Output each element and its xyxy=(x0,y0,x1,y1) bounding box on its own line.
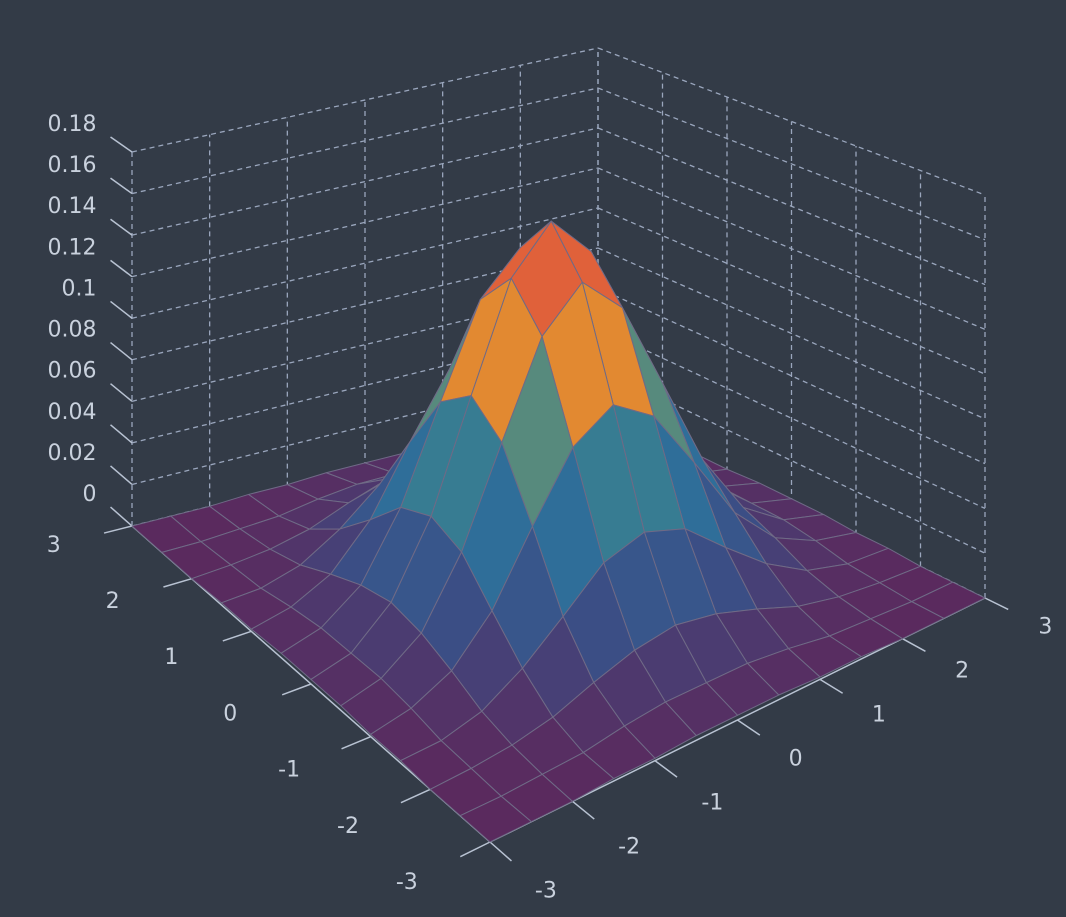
x-tick xyxy=(902,638,926,652)
z-tick-label: 0 xyxy=(83,482,97,507)
x-tick-label: -3 xyxy=(535,878,557,903)
z-tick-label: 0.18 xyxy=(48,112,97,137)
x-tick xyxy=(572,800,595,820)
x-tick-label: -2 xyxy=(618,834,640,859)
y-tick xyxy=(341,735,371,750)
x-tick xyxy=(984,597,1009,611)
y-tick xyxy=(281,683,312,696)
z-tick xyxy=(110,424,133,444)
y-tick-label: 0 xyxy=(223,701,237,726)
surface-cell xyxy=(459,795,532,843)
y-tick xyxy=(103,525,133,534)
z-tick xyxy=(110,259,133,278)
z-tick-label: 0.1 xyxy=(62,276,97,301)
x-tick-label: 0 xyxy=(789,746,803,771)
z-tick-label: 0.08 xyxy=(48,318,97,343)
x-tick-label: 2 xyxy=(955,659,969,684)
z-tick xyxy=(110,177,133,195)
y-tick xyxy=(163,577,192,588)
y-tick-label: 3 xyxy=(47,533,61,558)
y-tick xyxy=(459,841,491,858)
z-tick-label: 0.04 xyxy=(48,400,97,425)
y-tick-label: 1 xyxy=(164,645,178,670)
y-tick-label: -2 xyxy=(337,814,359,839)
x-tick-label: 3 xyxy=(1038,615,1052,640)
z-tick xyxy=(110,506,133,527)
z-tick xyxy=(110,383,133,402)
grid-line xyxy=(131,47,599,153)
y-tick-label: -3 xyxy=(396,870,418,895)
z-tick xyxy=(110,136,133,153)
x-tick xyxy=(654,760,678,778)
x-tick xyxy=(819,678,844,694)
z-tick xyxy=(110,465,133,486)
y-tick-label: -1 xyxy=(278,758,300,783)
z-tick xyxy=(110,218,133,236)
grid-line xyxy=(597,287,986,465)
x-tick-label: -1 xyxy=(701,790,723,815)
y-tick xyxy=(222,630,252,642)
y-tick xyxy=(400,788,431,804)
grid-line xyxy=(597,327,986,510)
grid-line xyxy=(597,127,986,286)
z-tick-label: 0.12 xyxy=(48,235,97,260)
x-tick xyxy=(489,841,512,862)
grid-line xyxy=(131,167,599,278)
y-tick-label: 2 xyxy=(106,589,120,614)
z-tick-label: 0.14 xyxy=(48,194,97,219)
z-tick-label: 0.06 xyxy=(48,359,97,384)
z-tick xyxy=(110,341,133,361)
x-tick xyxy=(737,719,761,736)
x-tick-label: 1 xyxy=(872,703,886,728)
z-tick-label: 0.16 xyxy=(48,153,97,178)
z-tick-label: 0.02 xyxy=(48,441,97,466)
z-tick xyxy=(110,300,133,319)
grid-line xyxy=(597,47,986,196)
